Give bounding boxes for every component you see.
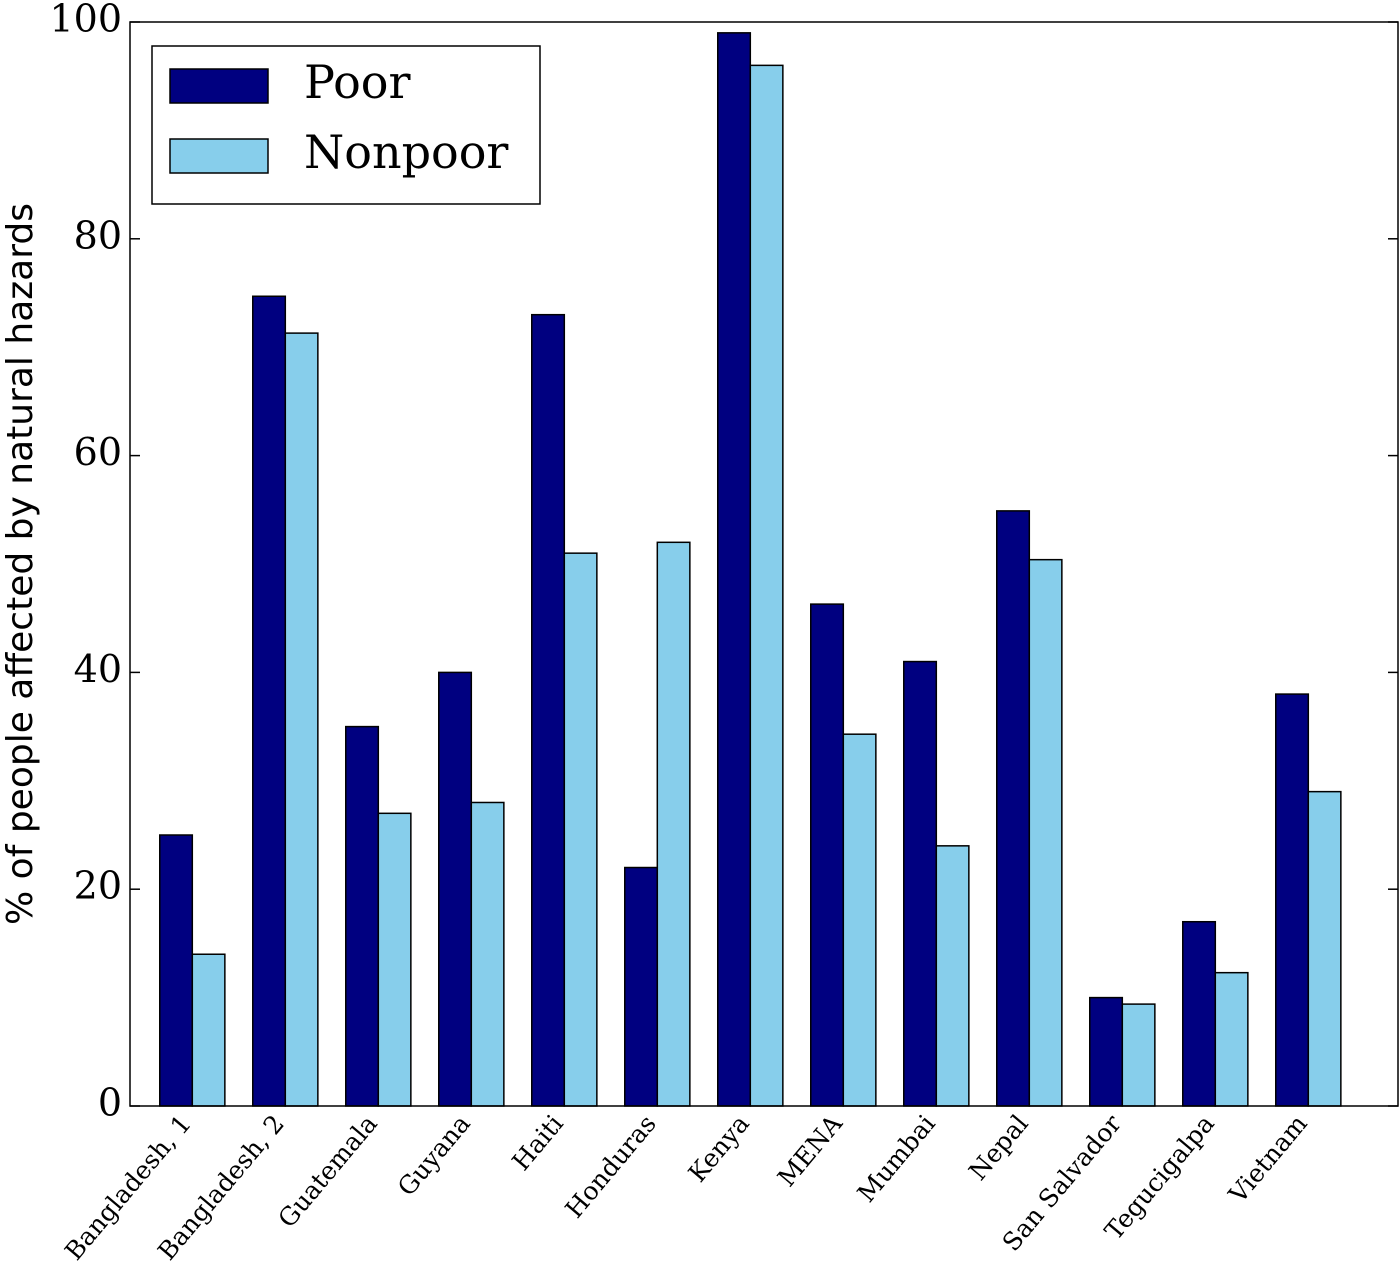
bar: [438, 671, 473, 1107]
x-tick-label: Kenya: [683, 1109, 755, 1187]
bar: [191, 953, 226, 1107]
bar: [810, 603, 845, 1107]
bar: [377, 812, 412, 1107]
bar: [345, 725, 380, 1107]
bar: [470, 801, 505, 1107]
y-tick-label: 100: [49, 0, 122, 41]
legend-swatch: [169, 138, 269, 174]
y-tick-label: 0: [98, 1081, 122, 1125]
bar: [1089, 996, 1124, 1107]
x-tick-label: Vietnam: [1222, 1109, 1313, 1209]
bar: [1214, 971, 1249, 1107]
bar: [1182, 920, 1217, 1107]
legend-label: Poor: [304, 55, 410, 109]
bar: [284, 332, 319, 1107]
bar: [903, 660, 938, 1107]
bar: [935, 845, 970, 1107]
x-tick-label: Guyana: [392, 1109, 476, 1201]
x-tick-label: Nepal: [963, 1109, 1034, 1186]
bar: [624, 866, 659, 1107]
bar: [842, 733, 877, 1107]
legend-label: Nonpoor: [304, 125, 508, 179]
bar: [1121, 1003, 1156, 1107]
x-tick-label: Honduras: [560, 1109, 662, 1223]
bar: [159, 834, 194, 1107]
bar: [563, 552, 598, 1107]
bar: [252, 295, 287, 1107]
y-tick-label: 60: [74, 430, 122, 474]
y-axis-label: % of people affected by natural hazards: [0, 203, 41, 925]
bar: [531, 313, 566, 1107]
x-tick-label: Mumbai: [852, 1109, 941, 1208]
bar: [1028, 558, 1063, 1107]
bar: [1275, 693, 1310, 1107]
bar: [1307, 790, 1342, 1107]
y-tick-label: 80: [74, 213, 122, 257]
bar: [996, 510, 1031, 1107]
x-tick-label: MENA: [772, 1108, 849, 1192]
y-tick-label: 40: [74, 647, 122, 691]
legend-swatch: [169, 68, 269, 104]
x-tick-label: Haiti: [506, 1109, 569, 1176]
bar: [749, 64, 784, 1107]
plot-frame: [129, 21, 1399, 1107]
bar: [717, 32, 752, 1107]
y-tick-label: 20: [74, 864, 122, 908]
bar: [656, 541, 691, 1107]
